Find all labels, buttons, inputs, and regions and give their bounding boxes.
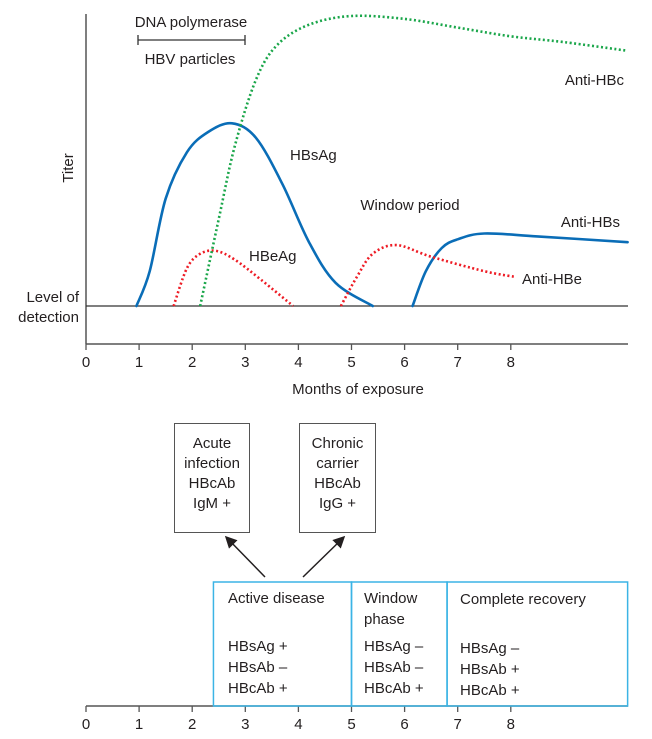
series-label-hbsag: HBsAg [290,147,337,164]
phase-boxes [212,581,629,707]
series-anti-hbc-line [198,14,628,307]
marker: HBsAb – [228,659,288,676]
bottom-x-tick-label-8: 8 [507,716,515,733]
arrow-to-acute [224,535,266,578]
dna-polymerase-label: DNA polymerase [135,14,248,31]
acute-line: Acute [192,435,232,452]
acute-line: infection [184,455,240,472]
chronic-carrier-box: Chronic carrier HBcAb IgG + [299,423,376,533]
phase-active-disease: Active disease HBsAg + HBsAb – HBcAb + [228,588,325,697]
x-tick-label-8: 8 [507,354,515,371]
series-hbsag-line [135,121,375,308]
x-tick-label-6: 6 [400,354,408,371]
window-period-label: Window period [360,197,459,214]
marker: HBcAb + [460,682,520,699]
phase-box-2 [446,581,629,707]
marker: HBcAb + [364,680,424,697]
axes [85,14,628,345]
phase-title: Window [364,590,418,607]
x-tick-label-7: 7 [454,354,462,371]
series-label-hbeag: HBeAg [249,248,297,265]
series-label-anti-hbs: Anti-HBs [561,214,620,231]
arrow-to-chronic [302,535,346,578]
phase-title: phase [364,611,405,628]
bottom-x-tick-label-5: 5 [347,716,355,733]
x-tick-label-3: 3 [241,354,249,371]
hbv-particles-label: HBV particles [145,51,236,68]
acute-line: IgM + [193,495,231,512]
y-axis-label: Titer [60,153,77,182]
chronic-line: carrier [316,455,359,472]
phase-markers: HBsAg – HBsAb + HBcAb + [460,638,520,701]
hbv-particles-range-bar [137,35,246,45]
detection-label-line1: Level of [26,289,79,306]
marker: HBsAg – [460,640,520,657]
phase-title: Active disease [228,590,325,607]
series-label-anti-hbc: Anti-HBc [565,72,625,89]
bottom-x-tick-label-0: 0 [82,716,90,733]
phase-markers: HBsAg + HBsAb – HBcAb + [228,636,288,699]
bottom-x-tick-label-6: 6 [400,716,408,733]
series-anti-hbs-line [411,232,629,308]
x-axis-label: Months of exposure [292,381,424,398]
acute-infection-box: Acute infection HBcAb IgM + [174,423,250,533]
marker: HBsAg + [228,638,288,655]
x-tick-label-4: 4 [294,354,302,371]
x-tick-label-1: 1 [135,354,143,371]
bottom-x-ticks: 0 1 2 3 4 5 6 7 8 [82,706,515,733]
acute-line: HBcAb [188,475,236,492]
x-tick-label-2: 2 [188,354,196,371]
chronic-line: IgG + [318,495,357,512]
bottom-x-tick-label-7: 7 [454,716,462,733]
chronic-line: Chronic [311,435,364,452]
marker: HBsAb – [364,659,424,676]
series-anti-hbe-line [339,243,517,307]
phase-title: Complete recovery [460,591,586,608]
x-tick-label-5: 5 [347,354,355,371]
phase-markers: HBsAg – HBsAb – HBcAb + [364,636,424,699]
series-group [135,14,629,308]
bottom-x-tick-label-4: 4 [294,716,302,733]
bottom-x-tick-label-3: 3 [241,716,249,733]
bottom-x-tick-label-2: 2 [188,716,196,733]
detection-label-line2: detection [18,309,79,326]
marker: HBsAg – [364,638,424,655]
marker: HBsAb + [460,661,520,678]
marker: HBcAb + [228,680,288,697]
series-label-anti-hbe: Anti-HBe [522,271,582,288]
bottom-x-tick-label-1: 1 [135,716,143,733]
x-tick-label-0: 0 [82,354,90,371]
x-ticks: 0 1 2 3 4 5 6 7 8 [82,344,515,371]
phase-window: Window phase HBsAg – HBsAb – HBcAb + [364,588,424,697]
chronic-line: HBcAb [314,475,361,492]
phase-complete-recovery: Complete recovery HBsAg – HBsAb + HBcAb … [460,589,586,699]
